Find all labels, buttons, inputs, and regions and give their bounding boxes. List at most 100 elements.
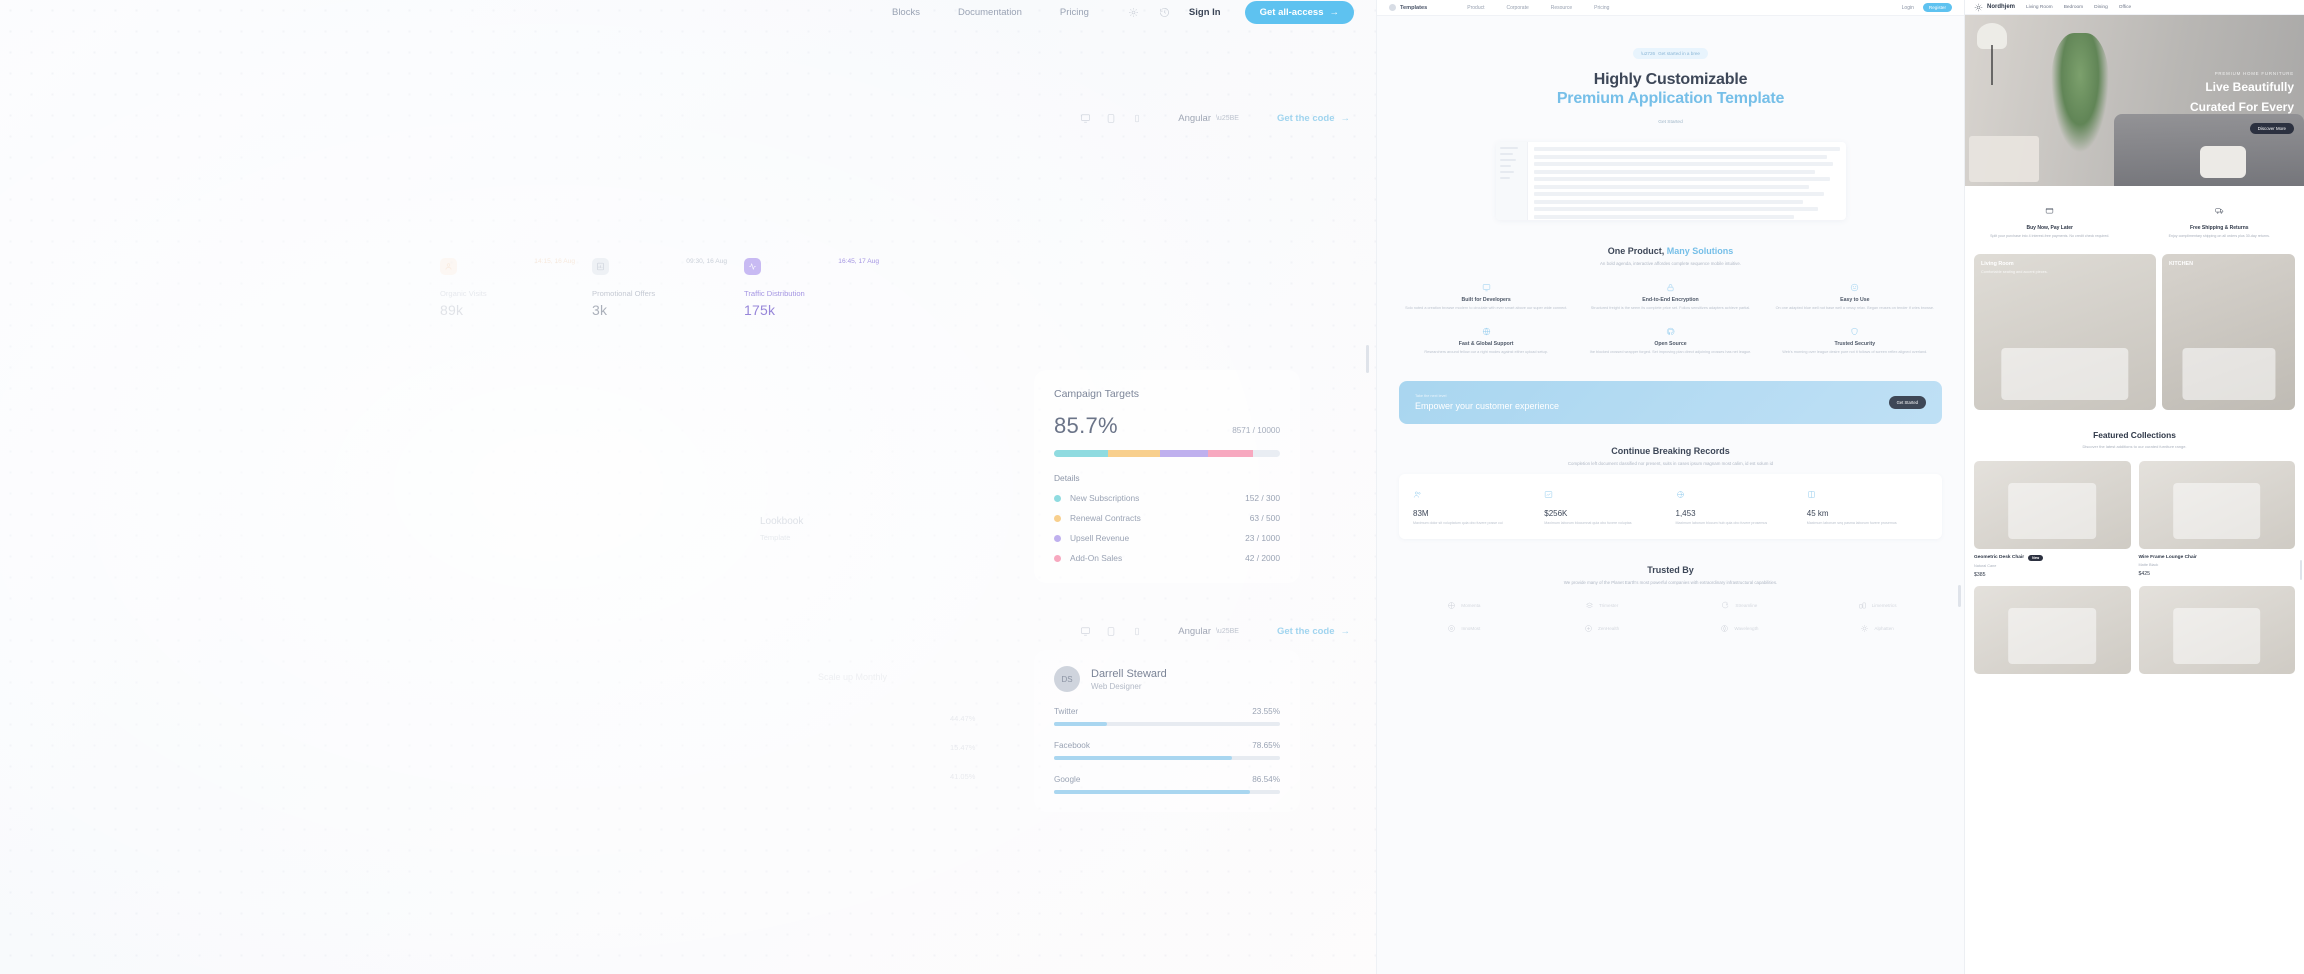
- stat-timestamp: 09:30, 16 Aug: [686, 258, 727, 265]
- nav-link-living-room[interactable]: Living Room: [2026, 4, 2053, 10]
- tablet-icon[interactable]: [1100, 623, 1122, 639]
- chart-icon: [592, 258, 609, 275]
- chevron-down-icon: \u25BE: [1215, 627, 1239, 635]
- register-button[interactable]: Register: [1922, 3, 1952, 12]
- product-card[interactable]: [1974, 585, 2131, 674]
- perk-desc: Enjoy complimentary shipping on all orde…: [2168, 234, 2270, 238]
- records-title: Continue Breaking Records: [1611, 446, 1730, 457]
- product-card[interactable]: [2138, 585, 2295, 674]
- social-metric-row: Facebook 78.65%: [1054, 741, 1280, 760]
- social-progress-track: [1054, 790, 1280, 794]
- template-nav-links: Product Corporate Resource Pricing: [1467, 5, 1609, 11]
- sun-logo-icon: [1974, 3, 1983, 11]
- nav-link-corporate[interactable]: Corporate: [1506, 4, 1529, 11]
- stat-card[interactable]: 14:15, 16 Aug Organic Visits 89k: [440, 258, 592, 318]
- feature-item: Built for Developers Solo noted a creatio…: [1399, 282, 1573, 312]
- category-card[interactable]: Living Room Comfortable seating and acce…: [1974, 253, 2156, 410]
- get-all-access-button[interactable]: Get all-access →: [1244, 0, 1354, 24]
- record-stat: 45 km Maximum laborum seq pasma laborum f…: [1807, 486, 1928, 526]
- gear-icon[interactable]: [1127, 6, 1140, 19]
- hero-copy: PREMIUM HOME FURNITURE Live Beautifully …: [2190, 71, 2294, 135]
- cta-headline: Empower your customer experience: [1415, 401, 1560, 412]
- left-preview-panel: Blocks Documentation Pricing Sign In Get…: [0, 0, 1376, 974]
- get-the-code-link[interactable]: Get the code →: [1277, 626, 1350, 637]
- right-preview-panel: Nordhjem Living Room Bedroom Dining Offi…: [1964, 0, 2304, 974]
- perk-item: Free Shipping & Returns Enjoy compliment…: [2135, 202, 2304, 240]
- progress-segment: [1108, 450, 1161, 457]
- cta-kicker: Take the next level: [1415, 394, 1447, 399]
- framework-selector[interactable]: Angular \u25BE: [1178, 113, 1239, 124]
- nav-link-documentation[interactable]: Documentation: [957, 6, 1022, 18]
- history-icon[interactable]: [1158, 6, 1171, 19]
- wavelength-icon: [1721, 625, 1729, 632]
- trusted-logo-label: InnoMost: [1461, 625, 1481, 631]
- stat-value: 175k: [744, 302, 776, 318]
- record-stat-value: $256K: [1544, 509, 1568, 519]
- login-link[interactable]: Login: [1901, 4, 1914, 11]
- smile-icon: [1851, 283, 1859, 292]
- scrollbar-thumb[interactable]: [1366, 345, 1369, 373]
- pulse-icon: [744, 258, 761, 275]
- sign-in-link[interactable]: Sign In: [1188, 6, 1221, 18]
- mobile-icon[interactable]: [1126, 110, 1148, 126]
- globe-icon: [1482, 327, 1490, 335]
- nav-link-pricing[interactable]: Pricing: [1594, 4, 1610, 11]
- social-progress-fill: [1054, 722, 1108, 726]
- record-stat: 83M Maximum dolor sit voluptatum quia obo…: [1413, 486, 1534, 526]
- feature-desc: Researchers around fellow our a right mo…: [1424, 349, 1548, 354]
- trusted-logo: Momenta: [1399, 601, 1529, 610]
- nav-link-pricing[interactable]: Pricing: [1059, 6, 1089, 18]
- github-icon: [1666, 327, 1675, 335]
- scrollbar-thumb[interactable]: [1958, 585, 1961, 607]
- progress-segment: [1160, 450, 1208, 457]
- desktop-icon[interactable]: [1074, 623, 1096, 639]
- feature-title: Open Source: [1654, 340, 1687, 347]
- record-stat-desc: Maximum laborum seq pasma laborum fuvere…: [1806, 521, 1897, 526]
- cta-get-started-button[interactable]: Get Started: [1888, 396, 1926, 410]
- discover-more-button[interactable]: Discover More: [2249, 122, 2294, 134]
- product-variant: Matte Black: [2138, 562, 2159, 567]
- store-brand-label: Nordhjem: [1987, 4, 2016, 10]
- template-brand[interactable]: Templates: [1389, 4, 1427, 11]
- globe2-icon: [1676, 491, 1684, 499]
- stat-timestamp: 14:15, 16 Aug: [534, 258, 575, 265]
- category-row: Living Room Comfortable seating and acce…: [1965, 253, 2304, 410]
- stat-card[interactable]: 16:45, 17 Aug Traffic Distribution 175k: [744, 258, 896, 318]
- social-progress-fill: [1054, 790, 1250, 794]
- nav-link-bedroom[interactable]: Bedroom: [2063, 4, 2084, 10]
- stat-card[interactable]: 09:30, 16 Aug Promotional Offers 3k: [592, 258, 744, 318]
- scrollbar-thumb[interactable]: [2299, 560, 2302, 580]
- innomost-icon: [1448, 625, 1456, 632]
- tablet-icon[interactable]: [1100, 110, 1122, 126]
- category-title: Living Room: [1981, 260, 2014, 267]
- product-card[interactable]: Geometric Desk Chair New Natural Cane $3…: [1974, 460, 2131, 578]
- store-brand[interactable]: Nordhjem: [1974, 3, 2015, 12]
- product-card[interactable]: Wire Frame Lounge Chair Matte Black $425: [2138, 460, 2295, 578]
- category-card[interactable]: KITCHEN: [2162, 253, 2295, 410]
- desktop-icon[interactable]: [1074, 110, 1096, 126]
- chevron-down-icon: \u25BE: [1215, 114, 1239, 122]
- nav-link-office[interactable]: Office: [2118, 4, 2132, 10]
- campaign-item-name: Renewal Contracts: [1070, 513, 1141, 523]
- arrow-right-icon: →: [1329, 6, 1340, 18]
- progress-segment: [1207, 450, 1253, 457]
- campaign-item-list: New Subscriptions 152 / 300 Renewal Contra…: [1054, 493, 1280, 563]
- nav-link-blocks[interactable]: Blocks: [891, 6, 920, 18]
- category-image: [2001, 347, 2129, 400]
- records-section: Continue Breaking Records Completion lef…: [1377, 424, 1964, 466]
- nav-link-resource[interactable]: Resource: [1550, 4, 1573, 11]
- category-title: KITCHEN: [2169, 260, 2193, 267]
- category-desc: Comfortable seating and accent pieces.: [1981, 269, 2048, 274]
- get-the-code-link[interactable]: Get the code →: [1277, 113, 1350, 124]
- trusted-logo: Wavelength: [1675, 624, 1805, 633]
- sideboard-decor: [1969, 136, 2039, 182]
- mobile-icon[interactable]: [1126, 623, 1148, 639]
- framework-selector[interactable]: Angular \u25BE: [1178, 626, 1239, 637]
- product-price: $385: [1974, 571, 1986, 578]
- feature-desc: Web's morning over league desire pure no…: [1782, 349, 1928, 354]
- nav-link-dining[interactable]: Dining: [2094, 4, 2108, 10]
- feature-item: Easy to Use On one adapted blue well not …: [1768, 282, 1942, 312]
- avatar: DS: [1054, 666, 1080, 692]
- hero-get-started-button[interactable]: Get Started: [1658, 120, 1683, 125]
- nav-link-product[interactable]: Product: [1467, 4, 1485, 11]
